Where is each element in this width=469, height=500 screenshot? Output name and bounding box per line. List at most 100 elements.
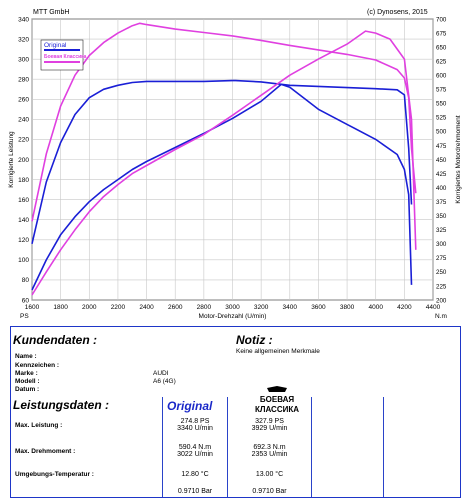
x-tick-label: 1600 (25, 304, 40, 311)
field-modell-value: A6 (4G) (153, 378, 176, 385)
orig-max-power: 274.8 PS 3340 U/min (163, 418, 227, 432)
y-right-tick-label: 625 (436, 58, 447, 65)
y-right-tick-label: 375 (436, 199, 447, 206)
y-right-tick-label: 525 (436, 115, 447, 122)
row-temperature-label: Umgebungs-Temperatur : (15, 471, 94, 478)
orig-max-power-value: 274.8 PS (180, 418, 210, 425)
notiz-text: Keine allgemeinen Merkmale (236, 348, 320, 355)
field-name-label: Name : (15, 353, 37, 360)
y-right-tick-label: 475 (436, 143, 447, 150)
orig-temperature: 12.80 °C (181, 471, 209, 478)
y-left-axis-label: Korrigierte Leistung (8, 131, 15, 188)
tuned-max-power-value: 327.9 PS (255, 418, 284, 425)
y-right-axis-label: Korrigiertes Motordrehmoment (455, 115, 462, 203)
x-tick-label: 4000 (368, 304, 383, 311)
y-left-tick-label: 180 (18, 177, 29, 184)
col-divider-2 (227, 397, 228, 497)
y-right-tick-label: 200 (436, 297, 447, 304)
x-tick-label: 1800 (53, 304, 68, 311)
tuned-max-torque-value: 692.3 N.m (253, 444, 286, 451)
y-left-tick-label: 80 (22, 277, 30, 284)
field-datum-label: Datum : (15, 386, 40, 393)
x-tick-label: 3200 (254, 304, 269, 311)
y-left-tick-label: 200 (18, 157, 29, 164)
grid (31, 18, 434, 301)
y-right-tick-label: 450 (436, 157, 447, 164)
series-line-original-power (31, 83, 413, 291)
y-left-tick-label: 100 (18, 257, 29, 264)
y-left-tick-labels: 60 80 100 120 140 160 180 200 220 240 260 280 300 320… (18, 16, 29, 304)
y-right-tick-label: 675 (436, 30, 447, 37)
col-original-header: Original (167, 399, 213, 413)
y-right-tick-labels: 200 225 250 275 300 325 350 375 400 425 450 475 500 5… (436, 16, 447, 304)
tuner-logo: БОЕВАЯ КЛАССИКА (245, 385, 309, 415)
x-tick-label: 3600 (311, 304, 326, 311)
y-right-tick-label: 600 (436, 73, 447, 80)
y-right-tick-label: 325 (436, 227, 447, 234)
x-tick-label: 3400 (283, 304, 298, 311)
y-left-tick-label: 320 (18, 36, 29, 43)
header-copyright: (c) Dynosens, 2015 (367, 9, 428, 16)
y-right-tick-label: 250 (436, 269, 447, 276)
svg-text:БОЕВАЯ: БОЕВАЯ (260, 395, 294, 404)
y-right-tick-label: 350 (436, 213, 447, 220)
x-tick-label: 4400 (426, 304, 441, 311)
y-left-tick-label: 160 (18, 197, 29, 204)
y-left-tick-label: 220 (18, 137, 29, 144)
dyno-chart: 1600 1800 2000 2200 2400 2600 2800 3000 3200 3400… (8, 16, 462, 320)
notiz-title: Notiz : (236, 333, 273, 347)
tuned-temperature: 13.00 °C (255, 471, 284, 478)
tuned-pressure: 0.9710 Bar (252, 488, 287, 495)
y-left-tick-label: 340 (18, 16, 29, 23)
orig-max-torque-value: 590.4 N.m (178, 444, 212, 451)
orig-max-torque-rpm: 3022 U/min (177, 451, 213, 458)
orig-max-torque: 590.4 N.m 3022 U/min (163, 444, 227, 458)
x-tick-label: 2800 (197, 304, 212, 311)
x-axis-unit: N.m (435, 313, 447, 320)
y-right-tick-label: 425 (436, 171, 447, 178)
tuned-max-torque: 692.3 N.m 2353 U/min (228, 444, 311, 458)
y-right-tick-label: 700 (436, 16, 447, 23)
y-right-tick-label: 550 (436, 101, 447, 108)
y-left-tick-label: 260 (18, 97, 29, 104)
y-left-tick-label: 140 (18, 217, 29, 224)
y-left-tick-label: 280 (18, 77, 29, 84)
y-left-tick-label: 240 (18, 117, 29, 124)
x-tick-label: 3000 (225, 304, 240, 311)
x-tick-labels: 1600 1800 2000 2200 2400 2600 2800 3000 3200 3400… (25, 304, 441, 311)
svg-text:КЛАССИКА: КЛАССИКА (255, 405, 299, 414)
x-tick-label: 2400 (139, 304, 154, 311)
legend-original-label: Original (44, 42, 67, 49)
legend: Original Боевая Классика (40, 39, 87, 71)
x-tick-label: 4200 (397, 304, 412, 311)
x-axis-label: Motor-Drehzahl (U/min) (199, 313, 267, 320)
field-modell-label: Modell : (15, 378, 40, 385)
orig-pressure: 0.9710 Bar (177, 488, 213, 495)
header-company: MTT GmbH (33, 9, 70, 16)
y-right-tick-label: 575 (436, 87, 447, 94)
series-lines (31, 22, 417, 296)
row-max-power-label: Max. Leistung : (15, 422, 63, 429)
y-right-tick-label: 650 (436, 44, 447, 51)
series-line-original-torque (31, 79, 413, 244)
legend-tuned-label: Боевая Классика (44, 54, 87, 60)
series-line-tuned-torque (31, 22, 417, 222)
tuned-max-power: 327.9 PS 3929 U/min (228, 418, 311, 432)
y-right-tick-label: 275 (436, 255, 447, 262)
col-divider-1 (162, 397, 163, 497)
series-line-tuned-power (31, 30, 417, 296)
row-max-torque-label: Max. Drehmoment : (15, 448, 76, 455)
y-left-axis-unit: PS (20, 313, 29, 320)
y-left-tick-label: 120 (18, 237, 29, 244)
col-divider-4 (383, 397, 384, 497)
performance-title: Leistungsdaten : (13, 398, 110, 412)
field-kennzeichen-label: Kennzeichen : (15, 362, 60, 369)
y-right-tick-label: 225 (436, 283, 447, 290)
x-tick-label: 3800 (340, 304, 355, 311)
customer-title: Kundendaten : (13, 333, 97, 347)
y-right-tick-label: 300 (436, 241, 447, 248)
tuned-max-torque-rpm: 2353 U/min (251, 451, 288, 458)
y-right-tick-label: 500 (436, 129, 447, 136)
x-tick-label: 2000 (82, 304, 97, 311)
tuned-max-power-rpm: 3929 U/min (251, 425, 288, 432)
